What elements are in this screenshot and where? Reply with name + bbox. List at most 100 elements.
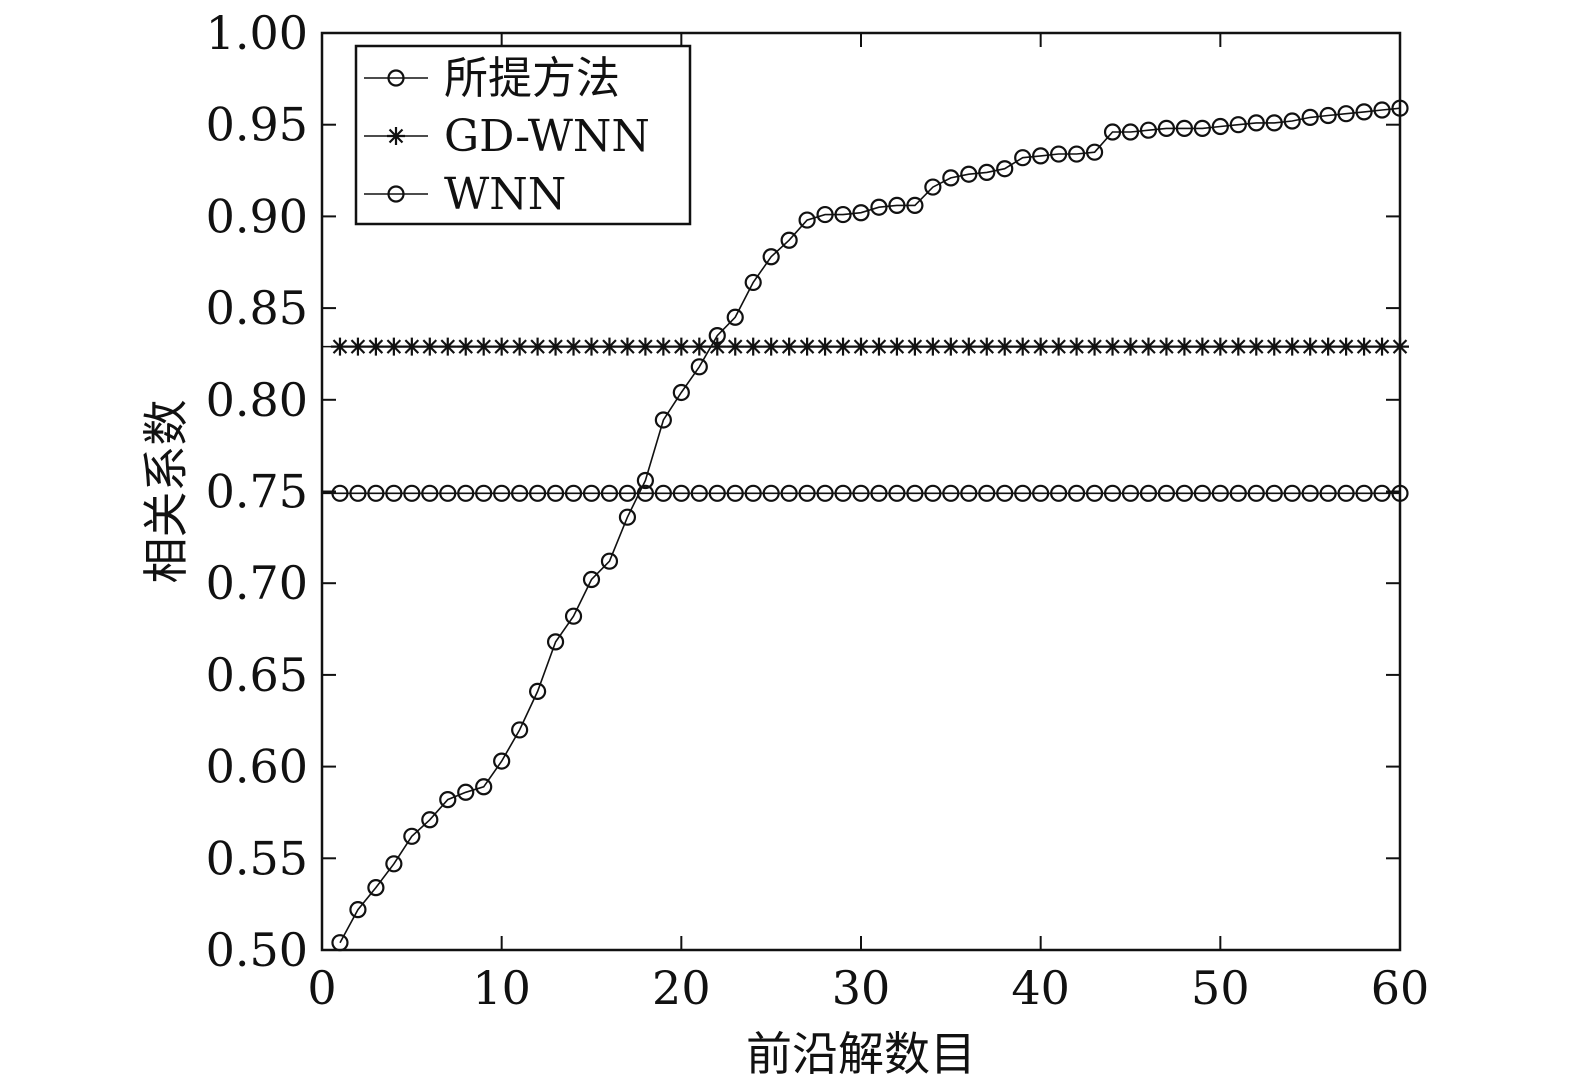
data-point [978, 163, 996, 181]
data-point [1373, 337, 1392, 356]
data-point [582, 337, 601, 356]
data-point [726, 308, 744, 326]
data-point [402, 337, 421, 356]
data-point [852, 337, 870, 356]
series-2 [322, 337, 1409, 356]
data-point [1050, 145, 1068, 163]
data-point [852, 484, 870, 502]
x-tick-label: 60 [1371, 961, 1430, 1015]
legend-entry-3: WNN [364, 169, 566, 220]
data-point [385, 855, 403, 873]
data-point [492, 337, 511, 356]
data-point [618, 337, 637, 356]
data-point [1157, 484, 1176, 502]
data-point [1085, 143, 1104, 161]
data-point [888, 484, 906, 502]
legend-marker [387, 127, 405, 145]
data-point [672, 383, 690, 402]
data-point [869, 337, 888, 356]
data-point [978, 484, 996, 502]
data-point [1175, 484, 1194, 502]
data-point [1014, 484, 1032, 502]
data-point [1283, 484, 1301, 502]
data-point [1355, 103, 1373, 121]
data-point [456, 337, 475, 356]
data-point [654, 484, 672, 502]
x-tick-label: 30 [832, 961, 891, 1015]
data-point [690, 484, 708, 502]
data-point [546, 633, 565, 651]
data-point [798, 211, 816, 229]
data-point [654, 337, 673, 356]
data-point [1355, 337, 1374, 356]
data-point [1229, 337, 1248, 356]
data-point [1211, 484, 1229, 502]
data-point [1139, 484, 1158, 502]
data-point [816, 337, 835, 356]
data-point [1139, 121, 1158, 139]
data-point [690, 358, 708, 376]
series-1 [331, 99, 1409, 952]
data-point [528, 682, 547, 701]
y-tick-label: 0.60 [206, 740, 308, 794]
series-line [339, 107, 1401, 944]
data-point [1032, 484, 1050, 502]
data-point [726, 337, 745, 356]
data-point [942, 484, 960, 502]
x-tick-label: 0 [307, 961, 336, 1015]
data-point [690, 337, 709, 356]
data-point [511, 484, 529, 502]
data-point [1014, 149, 1032, 167]
data-point [995, 337, 1014, 356]
data-point [888, 196, 906, 214]
data-point [708, 337, 727, 356]
data-point [457, 783, 475, 801]
data-point [1050, 484, 1068, 502]
data-point [906, 196, 924, 214]
legend: 所提方法 GD-WNN WNN [354, 44, 692, 226]
x-tick-label: 40 [1011, 961, 1070, 1015]
data-point [905, 337, 924, 356]
data-point [1049, 337, 1068, 356]
data-point [1301, 484, 1319, 502]
data-point [384, 337, 403, 356]
legend-marker [387, 69, 405, 87]
data-point [1175, 337, 1194, 356]
data-point [798, 337, 817, 356]
data-point [1211, 337, 1230, 356]
x-tick-label: 10 [472, 961, 531, 1015]
y-tick-label: 1.00 [206, 6, 308, 60]
data-point [1013, 337, 1032, 356]
data-point [493, 752, 511, 770]
data-point [385, 484, 403, 502]
data-point [1175, 119, 1194, 137]
data-point [475, 484, 493, 502]
data-point [1193, 119, 1211, 137]
data-point [816, 205, 834, 224]
data-point [1067, 484, 1086, 502]
data-point [474, 337, 493, 356]
data-point [1337, 337, 1356, 356]
data-point [959, 337, 978, 356]
data-point [924, 178, 942, 196]
data-point [528, 337, 547, 356]
data-point [1103, 123, 1122, 141]
data-point [977, 337, 996, 356]
data-point [744, 273, 762, 292]
data-point [708, 484, 726, 502]
data-point [1085, 484, 1104, 502]
data-point [870, 198, 888, 216]
data-point [1337, 484, 1355, 502]
y-tick-label: 0.55 [206, 831, 308, 885]
y-tick-label: 0.75 [206, 465, 308, 519]
data-point [1283, 112, 1301, 130]
data-point [1139, 337, 1158, 356]
data-point [780, 231, 798, 249]
data-point [1031, 337, 1050, 356]
y-tick-label: 0.70 [206, 556, 308, 610]
data-point [923, 337, 942, 356]
data-point [1157, 337, 1176, 356]
data-point [546, 337, 565, 356]
data-point [582, 570, 601, 589]
legend-label: 所提方法 [444, 53, 620, 104]
